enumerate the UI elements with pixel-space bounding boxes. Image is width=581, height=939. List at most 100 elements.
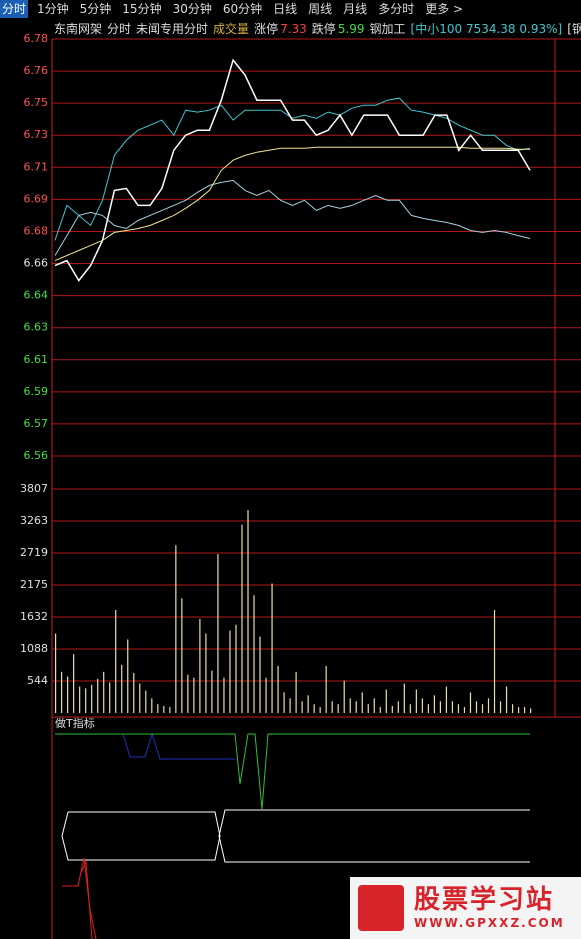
volume-bar	[289, 698, 291, 713]
y-tick-label: 6.64	[24, 289, 49, 302]
volume-bar	[301, 701, 303, 713]
volume-bar	[253, 595, 255, 713]
volume-bar	[229, 630, 231, 713]
volume-bar	[295, 671, 297, 713]
watermark: 股票学习站 WWW.GPXXZ.COM	[350, 877, 581, 939]
index-quote: [中小100 7534.38 0.93%]	[410, 22, 563, 36]
toolbar-tab[interactable]: 1分钟	[37, 2, 69, 16]
volume-bar	[439, 701, 442, 713]
volume-bar	[457, 704, 460, 713]
template: 未闻专用分时	[136, 22, 209, 36]
volume-bar	[511, 704, 514, 713]
volume-bar	[379, 707, 381, 713]
volume-bar	[103, 671, 105, 713]
stock-header: 东南网架 分时 未闻专用分时 成交量 涨停 7.33 跌停 5.99 钢加工 […	[54, 20, 581, 38]
volume-bar	[169, 707, 171, 713]
y-tick-label: 6.69	[24, 192, 49, 205]
y-tick-label: 3263	[20, 514, 48, 527]
toolbar-tab[interactable]: 30分钟	[172, 2, 212, 16]
volume-bar	[91, 684, 93, 713]
volume-bar	[433, 695, 435, 713]
volume-bar	[493, 610, 496, 713]
volume-bar	[145, 690, 147, 713]
volume-bar	[205, 633, 207, 713]
volume-bar	[403, 683, 405, 713]
toolbar-tab[interactable]: 5分钟	[79, 2, 112, 16]
volume-bar	[337, 704, 339, 713]
volume-bar	[409, 704, 411, 713]
limit-down: 5.99	[337, 22, 365, 36]
volume-bar	[367, 704, 369, 713]
volume-bar	[481, 704, 484, 713]
volume-bar	[283, 692, 285, 713]
toolbar-tab[interactable]: 多分时	[378, 2, 415, 16]
volume-bar	[259, 636, 261, 713]
volume-bar	[325, 665, 327, 713]
volume-bar	[523, 707, 526, 713]
watermark-text: 股票学习站 WWW.GPXXZ.COM	[414, 885, 565, 931]
indicator-title: 做T指标	[55, 716, 95, 730]
volume-bar	[121, 664, 123, 713]
price-line	[54, 58, 531, 282]
toolbar-tab[interactable]: 日线	[273, 2, 298, 16]
volume-bar	[151, 698, 153, 713]
volume-bar	[193, 677, 195, 713]
volume-bar	[265, 677, 267, 713]
volume-bar	[55, 633, 57, 713]
y-tick-label: 2175	[20, 578, 48, 591]
y-tick-label: 6.63	[24, 321, 49, 334]
y-tick-label: 544	[27, 674, 48, 687]
volume-bar	[211, 670, 213, 713]
indicator-line	[62, 857, 97, 939]
volume-bar	[277, 665, 279, 713]
volume-bar	[499, 701, 502, 713]
sector: 钢加工	[369, 22, 406, 36]
indicator-shape	[218, 809, 530, 863]
y-tick-label: 6.76	[24, 64, 49, 77]
limit-up-label: 涨停	[254, 22, 279, 36]
volume-bar	[463, 707, 466, 713]
volume-bar	[349, 698, 351, 713]
toolbar-tab[interactable]: 月线	[343, 2, 368, 16]
y-tick-label: 6.61	[24, 353, 49, 366]
indicator-line	[79, 860, 93, 939]
volume-bar	[181, 598, 183, 713]
volume-bar	[85, 688, 87, 713]
volume-bar	[331, 701, 333, 713]
toolbar-tab[interactable]: 周线	[308, 2, 333, 16]
volume-bar	[163, 705, 165, 713]
volume-bar	[217, 554, 219, 713]
volume-bar	[313, 704, 315, 713]
y-tick-label: 6.73	[24, 128, 49, 141]
toolbar-tab[interactable]: 60分钟	[222, 2, 263, 16]
y-tick-label: 6.68	[24, 224, 49, 237]
volume-bar	[199, 618, 201, 713]
industry: [钢铁	[567, 22, 581, 36]
toolbar-tab[interactable]: 15分钟	[122, 2, 162, 16]
volume-bar	[97, 678, 99, 713]
volume-bar	[127, 639, 129, 713]
volume-bar	[133, 672, 135, 713]
volume-bar	[241, 524, 243, 713]
volume-bar	[115, 610, 117, 713]
y-tick-label: 6.71	[24, 160, 49, 173]
volume-bar	[475, 701, 478, 713]
volume-bar	[307, 695, 309, 713]
volume-bar	[247, 510, 249, 713]
volume-label: 成交量	[213, 22, 250, 36]
volume-bar	[451, 701, 454, 713]
indicator-line	[55, 733, 530, 810]
volume-bar	[397, 701, 399, 713]
volume-bar	[427, 704, 429, 713]
volume-bar	[223, 677, 225, 713]
volume-bar	[361, 692, 363, 713]
volume-bar	[355, 701, 357, 713]
volume-bar	[505, 686, 508, 713]
volume-bar	[175, 545, 177, 713]
price-line	[54, 146, 530, 262]
toolbar-tab[interactable]: 更多 >	[425, 2, 464, 16]
volume-bar	[343, 680, 345, 713]
toolbar-tab[interactable]: 分时	[0, 0, 29, 18]
volume-bar	[61, 671, 63, 713]
